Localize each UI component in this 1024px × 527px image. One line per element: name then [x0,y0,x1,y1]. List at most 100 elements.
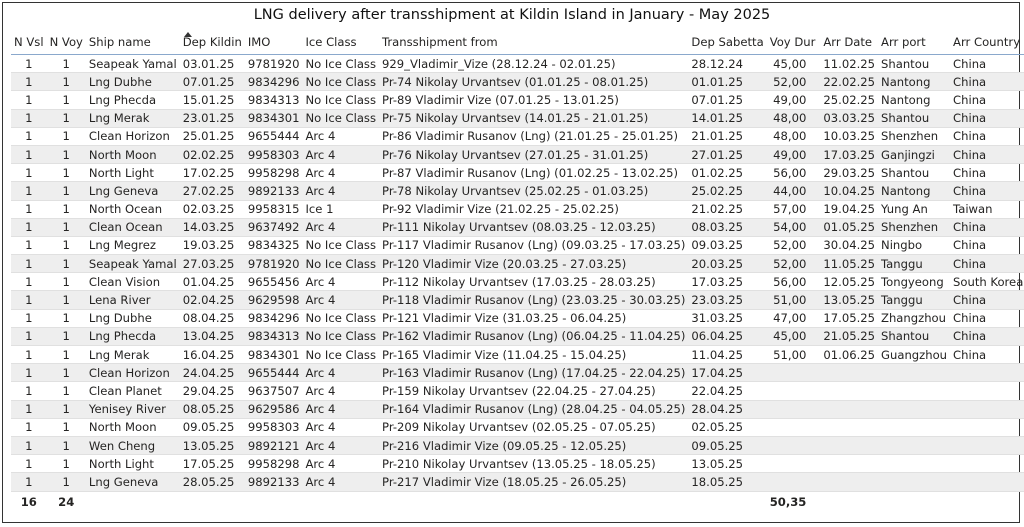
cell: 27.03.25 [179,254,245,274]
cell: 17.03.25 [820,145,879,165]
cell: 1 [11,200,47,219]
cell: 1 [11,418,47,437]
column-header[interactable]: Transshipment from [379,30,689,55]
cell: North Light [85,163,180,183]
cell: Tongyeong [878,272,951,292]
column-header[interactable]: Arr Date [820,30,879,55]
cell [820,472,879,492]
cell: 21.01.25 [688,127,767,146]
cell: 24.04.25 [179,363,245,383]
cell: China [950,109,1024,128]
cell: 9629598 [244,290,303,310]
cell: No Ice Class [302,254,380,274]
cell: 1 [46,272,86,292]
cell: 929_Vladimir_Vize (28.12.24 - 02.01.25) [379,54,689,74]
cell: 1 [11,163,47,183]
cell: 9958315 [244,200,303,219]
cell: 12.05.25 [820,272,879,292]
column-header[interactable]: N Voy [46,30,86,55]
cell: 1 [46,381,86,401]
cell: 1 [46,163,86,183]
column-header[interactable]: Voy Dur [766,30,821,55]
cell: Pr-164 Vladimir Rusanov (Lng) (28.04.25 … [379,400,689,419]
cell: Pr-216 Vladimir Vize (09.05.25 - 12.05.2… [379,436,689,456]
cell [950,436,1024,456]
data-row: 1 1 Clean Vision 01.04.25 9655456 Arc 4 Pr-112… [11,272,1024,292]
column-header[interactable]: N Vsl [11,30,47,55]
column-header[interactable]: Dep Kildin [179,30,245,55]
total-cell [179,490,245,512]
cell: 9637507 [244,381,303,401]
cell: 01.05.25 [820,218,879,237]
cell: Lng Geneva [85,181,180,201]
cell: 15.01.25 [179,90,245,110]
cell: Nantong [878,90,951,110]
cell: 1 [46,436,86,456]
cell: Guangzhou [878,345,951,365]
cell: Pr-165 Vladimir Vize (11.04.25 - 15.04.2… [379,345,689,365]
cell: Pr-112 Nikolay Urvantsev (17.03.25 - 28.… [379,272,689,292]
cell: 9892121 [244,436,303,456]
cell: 07.01.25 [179,72,245,92]
data-row: 1 1 Clean Ocean 14.03.25 9637492 Arc 4 Pr-111 … [11,218,1024,237]
cell: Seapeak Yamal [85,54,180,74]
data-row: 1 1 Yenisey River 08.05.25 9629586 Arc 4 Pr-16… [11,400,1024,419]
cell: Clean Horizon [85,363,180,383]
cell: 9958298 [244,163,303,183]
column-header[interactable]: Ice Class [302,30,380,55]
column-header[interactable]: IMO [244,30,303,55]
cell: Lng Merak [85,345,180,365]
cell: 1 [46,472,86,492]
cell: 29.04.25 [179,381,245,401]
cell [878,400,951,419]
total-cell: 50,35 [766,490,821,512]
cell: 9958298 [244,454,303,474]
data-row: 1 1 Lng Geneva 28.05.25 9892133 Arc 4 Pr-217 V… [11,472,1024,492]
cell: 51,00 [766,290,821,310]
cell: 52,00 [766,72,821,92]
cell: 22.02.25 [820,72,879,92]
data-row: 1 1 Lng Megrez 19.03.25 9834325 No Ice Class P… [11,236,1024,256]
cell: Pr-118 Vladimir Rusanov (Lng) (23.03.25 … [379,290,689,310]
cell: 1 [11,109,47,128]
column-header[interactable]: Arr port [878,30,951,55]
cell: 1 [11,436,47,456]
cell: 18.05.25 [688,472,767,492]
cell: Arc 4 [302,181,380,201]
cell: 23.01.25 [179,109,245,128]
data-row: 1 1 Lng Phecda 13.04.25 9834313 No Ice Class P… [11,327,1024,347]
column-header[interactable]: Ship name [85,30,180,55]
total-cell: 24 [46,490,86,512]
data-row: 1 1 Lena River 02.04.25 9629598 Arc 4 Pr-118 V… [11,290,1024,310]
cell [878,418,951,437]
cell: Lng Dubhe [85,72,180,92]
cell: 9834313 [244,327,303,347]
cell: Pr-159 Nikolay Urvantsev (22.04.25 - 27.… [379,381,689,401]
cell: 27.02.25 [179,181,245,201]
cell: 27.01.25 [688,145,767,165]
cell: 1 [11,127,47,146]
cell: 31.03.25 [688,309,767,328]
cell: Pr-87 Vladimir Rusanov (Lng) (01.02.25 -… [379,163,689,183]
cell: Arc 4 [302,290,380,310]
cell [766,381,821,401]
column-header[interactable]: Arr Country [950,30,1024,55]
cell: Arc 4 [302,472,380,492]
cell: China [950,54,1024,74]
cell [820,363,879,383]
cell: 01.06.25 [820,345,879,365]
cell: 9629586 [244,400,303,419]
cell: 1 [11,272,47,292]
cell: China [950,127,1024,146]
cell: No Ice Class [302,236,380,256]
cell: 54,00 [766,218,821,237]
cell: 1 [46,363,86,383]
cell [820,436,879,456]
total-cell [820,490,879,512]
cell: 1 [11,309,47,328]
cell: 1 [11,290,47,310]
cell: Pr-162 Vladimir Rusanov (Lng) (06.04.25 … [379,327,689,347]
column-header[interactable]: Dep Sabetta [688,30,767,55]
cell: 9834301 [244,109,303,128]
